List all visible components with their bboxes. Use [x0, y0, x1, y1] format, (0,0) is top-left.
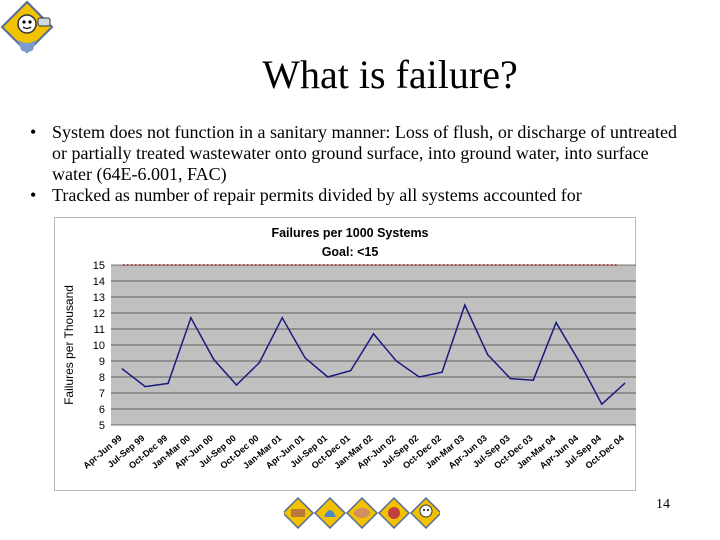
y-tick-label: 13 [93, 292, 105, 304]
y-tick-label: 14 [93, 276, 105, 288]
chart-title: Failures per 1000 Systems [271, 226, 428, 240]
data-point [349, 369, 352, 372]
footer-icon-strip [284, 496, 440, 530]
y-tick-label: 10 [93, 340, 105, 352]
data-point [509, 377, 512, 380]
chart-subtitle: Goal: <15 [322, 245, 379, 259]
data-point [258, 361, 261, 364]
environment-icon-4 [377, 496, 411, 530]
failures-chart: Failures per 1000 Systems Goal: <15 5 6 7 8… [54, 217, 636, 491]
data-point [623, 382, 626, 385]
data-point [304, 357, 306, 359]
y-axis-label: Failures per Thousand [62, 285, 76, 405]
y-tick-label: 9 [99, 356, 105, 368]
y-tick-label: 15 [93, 260, 105, 272]
y-tick-label: 7 [99, 388, 105, 400]
data-point [235, 384, 238, 386]
data-point [532, 379, 535, 381]
data-point [555, 321, 557, 324]
data-point [281, 317, 283, 319]
environment-icon-1 [284, 496, 315, 530]
data-point [212, 358, 215, 361]
data-point [167, 382, 169, 385]
bullet-item: System does not function in a sanitary m… [30, 122, 690, 185]
y-tick-label: 6 [99, 404, 105, 416]
data-point [464, 304, 466, 306]
y-tick-label: 8 [99, 372, 105, 384]
data-point [190, 317, 192, 319]
page-number: 14 [656, 497, 670, 512]
bullet-item: Tracked as number of repair permits divi… [30, 185, 690, 206]
data-point [578, 360, 580, 362]
bullet-list: System does not function in a sanitary m… [30, 122, 690, 206]
data-point [395, 360, 398, 362]
data-point [121, 368, 124, 370]
slide-title: What is failure? [262, 52, 518, 97]
data-point [372, 333, 375, 335]
y-tick-label: 12 [93, 308, 105, 320]
environment-icon-2 [313, 496, 347, 530]
data-point [144, 385, 147, 388]
data-point [418, 376, 420, 378]
data-point [600, 403, 603, 405]
environment-icon-3 [345, 496, 379, 530]
septic-system-logo-icon [0, 0, 54, 54]
environment-icon-5 [409, 496, 440, 530]
data-point [441, 371, 443, 373]
y-tick-label: 11 [94, 324, 105, 336]
data-point [327, 376, 329, 378]
y-tick-label: 5 [99, 420, 105, 432]
data-point [486, 353, 489, 356]
